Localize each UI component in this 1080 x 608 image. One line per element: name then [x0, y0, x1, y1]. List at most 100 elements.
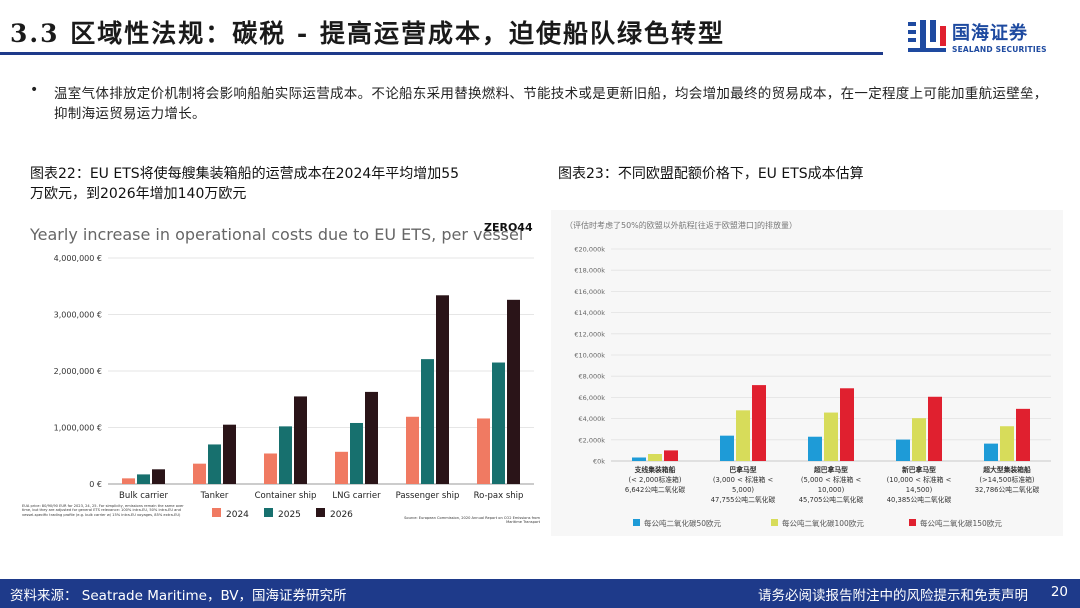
- chart1-bar: [208, 444, 221, 484]
- chart2-legend-label: 每公吨二氧化碳100欧元: [782, 518, 864, 528]
- chart1-bar: [492, 362, 505, 484]
- chart2-x-label: 6,642公吨二氧化碳: [625, 485, 685, 494]
- chart2-bar: [736, 410, 750, 461]
- chart2-x-label: (5,000 < 标准箱 <: [801, 475, 861, 484]
- title-divider: [0, 52, 883, 55]
- chart2-y-tick: €18,000k: [574, 267, 605, 275]
- chart2-bar: [896, 439, 910, 461]
- chart1-x-label: Ro-pax ship: [474, 491, 524, 501]
- chart1-footnote-left: EUA price: 80/90/90 EUR for 2023, 24, 25…: [22, 504, 184, 517]
- chart2-svg: （评估时考虑了50%的欧盟以外航程[往返于欧盟港口]的排放量） €0k €2,00…: [565, 220, 1051, 528]
- chart2-y-tick: €14,000k: [574, 309, 605, 317]
- chart1-legend-label: 2026: [330, 510, 353, 520]
- chart-eu-ets-vessel-costs: Yearly increase in operational costs due…: [22, 210, 540, 536]
- chart2-legend-swatch: [909, 519, 916, 526]
- chart1-legend-swatch: [212, 508, 221, 517]
- chart1-brand: ZERO44: [484, 221, 533, 234]
- chart2-y-tick: €20,000k: [574, 246, 605, 254]
- chart1-legend-label: 2025: [278, 510, 301, 520]
- chart1-y-tick: 4,000,000 €: [54, 254, 102, 263]
- chart-eu-ets-cost-estimates: （评估时考虑了50%的欧盟以外航程[往返于欧盟港口]的排放量） €0k €2,00…: [551, 210, 1063, 536]
- chart1-bar: [223, 424, 236, 484]
- chart1-footnote-right: Source: European Commission, 2020 Annual…: [404, 516, 540, 525]
- footer-bar: 资料来源： Seatrade Maritime，BV，国海证券研究所 请务必阅读…: [0, 579, 1080, 608]
- chart1-svg: Yearly increase in operational costs due…: [22, 221, 540, 525]
- chart1-x-label: Bulk carrier: [119, 491, 169, 501]
- chart1-bar: [477, 418, 490, 484]
- chart1-bar: [279, 426, 292, 484]
- chart2-x-label: 巴拿马型: [729, 465, 756, 474]
- chart2-x-label: 支线集装箱船: [634, 465, 676, 474]
- figure22-caption-line1: 图表22：EU ETS将使每艘集装箱船的运营成本在2024年平均增加55: [30, 166, 460, 182]
- source-note: 资料来源： Seatrade Maritime，BV，国海证券研究所: [10, 588, 347, 604]
- chart2-bar: [1000, 426, 1014, 461]
- chart2-x-label: 5,000): [732, 486, 754, 494]
- chart2-x-label: 超巴拿马型: [813, 465, 848, 474]
- company-logo: 国海证券 SEALAND SECURITIES: [906, 16, 1071, 60]
- chart2-bar: [984, 443, 998, 461]
- chart2-bar: [664, 450, 678, 461]
- chart2-bar: [840, 388, 854, 461]
- chart2-x-label: 45,705公吨二氧化碳: [799, 495, 864, 504]
- chart1-bar: [421, 359, 434, 484]
- chart2-bar: [808, 436, 822, 461]
- chart2-bar: [720, 435, 734, 461]
- chart2-x-label: 10,000): [818, 486, 845, 494]
- chart1-x-label: Passenger ship: [396, 491, 460, 501]
- chart2-bar: [752, 385, 766, 461]
- chart2-y-tick: €10,000k: [574, 352, 605, 360]
- chart2-bar: [912, 418, 926, 461]
- chart1-y-tick: 0 €: [89, 480, 102, 489]
- chart2-x-label: (>14,500标准箱): [979, 475, 1035, 484]
- chart1-bar: [436, 295, 449, 484]
- chart2-y-tick: €16,000k: [574, 288, 605, 296]
- chart2-x-label: 超大型集装箱船: [982, 465, 1031, 474]
- chart1-bar: [365, 391, 378, 484]
- chart1-legend-swatch: [316, 508, 325, 517]
- chart2-title: （评估时考虑了50%的欧盟以外航程[往返于欧盟港口]的排放量）: [565, 220, 797, 230]
- chart1-x-label: LNG carrier: [332, 491, 381, 501]
- chart1-bar: [294, 396, 307, 484]
- chart2-y-tick: €8,000k: [578, 373, 605, 381]
- figure23-caption: 图表23：不同欧盟配额价格下，EU ETS成本估算: [558, 166, 864, 182]
- logo-chinese-name: 国海证券: [952, 23, 1028, 44]
- chart2-bar: [632, 457, 646, 461]
- bullet-text: 温室气体排放定价机制将会影响船舶实际运营成本。不论船东采用替换燃料、节能技术或是…: [54, 86, 1048, 122]
- chart2-bar: [824, 412, 838, 461]
- figure22-caption-line2: 万欧元，到2026年增加140万欧元: [30, 186, 247, 202]
- chart1-legend-label: 2024: [226, 510, 249, 520]
- chart1-x-label: Tanker: [200, 491, 229, 501]
- page-title: 3.3 区域性法规：碳税 - 提高运营成本，迫使船队绿色转型: [10, 19, 725, 48]
- chart2-y-tick: €12,000k: [574, 330, 605, 338]
- chart2-x-label: 32,786公吨二氧化碳: [975, 485, 1040, 494]
- logo-english-name: SEALAND SECURITIES: [952, 45, 1047, 54]
- chart2-y-tick: €4,000k: [578, 415, 605, 423]
- chart2-legend-label: 每公吨二氧化碳150欧元: [920, 518, 1002, 528]
- page-number: 20: [1050, 584, 1068, 600]
- chart1-bar: [350, 422, 363, 484]
- chart1-bar: [507, 299, 520, 484]
- chart2-x-label: 40,385公吨二氧化碳: [887, 495, 952, 504]
- chart2-bar: [928, 396, 942, 461]
- chart1-bar: [137, 474, 150, 484]
- chart1-bar: [264, 453, 277, 484]
- chart2-y-tick: €0k: [593, 458, 605, 466]
- chart2-legend-swatch: [771, 519, 778, 526]
- chart1-bar: [193, 463, 206, 484]
- chart1-y-tick: 1,000,000 €: [54, 424, 102, 433]
- chart1-bar: [406, 416, 419, 484]
- chart2-legend-swatch: [633, 519, 640, 526]
- chart1-bar: [335, 451, 348, 484]
- chart2-legend-label: 每公吨二氧化碳50欧元: [644, 518, 722, 528]
- chart2-x-label: 新巴拿马型: [902, 465, 936, 474]
- bullet-marker: •: [30, 82, 39, 98]
- chart2-bar: [1016, 408, 1030, 461]
- chart1-x-label: Container ship: [255, 491, 317, 501]
- chart2-x-label: (< 2,000标准箱): [628, 475, 681, 484]
- chart2-x-label: 14,500): [906, 486, 933, 494]
- chart2-y-tick: €6,000k: [578, 394, 605, 402]
- chart2-y-tick: €2,000k: [578, 436, 605, 444]
- chart2-x-label: 47,755公吨二氧化碳: [711, 495, 776, 504]
- chart2-bar: [648, 454, 662, 461]
